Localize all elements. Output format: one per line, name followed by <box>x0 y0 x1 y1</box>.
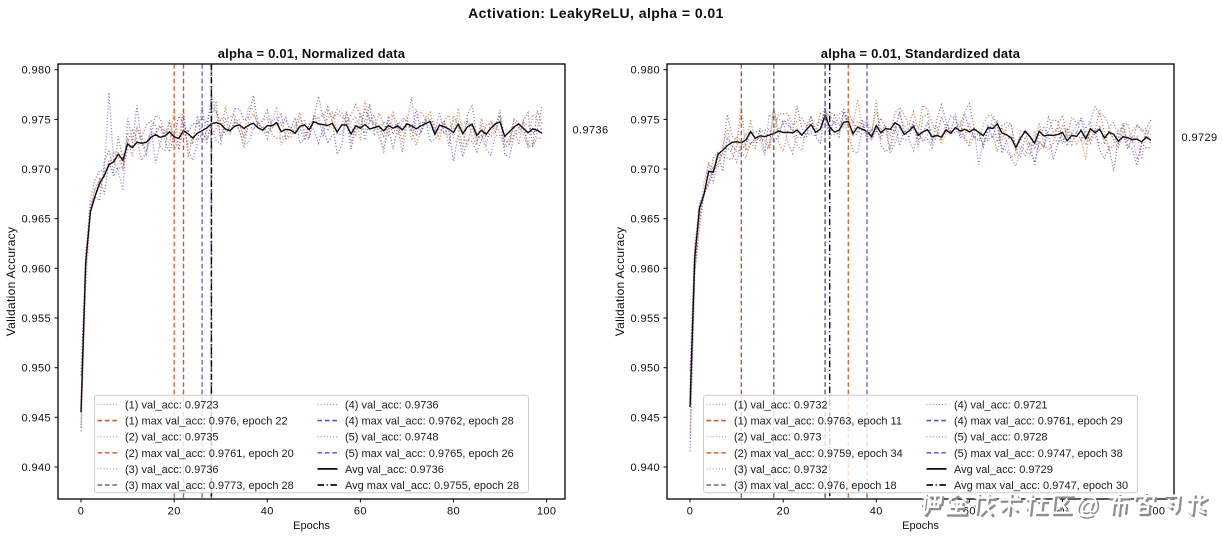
svg-text:80: 80 <box>447 506 460 518</box>
svg-text:0.955: 0.955 <box>21 313 51 325</box>
svg-text:(2) val_acc: 0.973: (2) val_acc: 0.973 <box>734 432 821 444</box>
svg-text:0.960: 0.960 <box>21 263 51 275</box>
svg-text:(2) max val_acc: 0.9761, epoch: (2) max val_acc: 0.9761, epoch 20 <box>125 448 294 460</box>
svg-text:20: 20 <box>168 506 181 518</box>
svg-text:(4) val_acc: 0.9721: (4) val_acc: 0.9721 <box>954 400 1048 412</box>
svg-text:40: 40 <box>261 506 274 518</box>
svg-text:Avg max val_acc: 0.9755, epoch: Avg max val_acc: 0.9755, epoch 28 <box>345 480 519 492</box>
svg-text:0.970: 0.970 <box>630 164 660 176</box>
svg-text:(5) val_acc: 0.9748: (5) val_acc: 0.9748 <box>345 432 439 444</box>
svg-text:0.965: 0.965 <box>630 214 660 226</box>
svg-text:Epochs: Epochs <box>902 520 939 532</box>
svg-text:(1) max val_acc: 0.9763, epoch: (1) max val_acc: 0.9763, epoch 11 <box>734 416 902 428</box>
svg-text:Validation Accuracy: Validation Accuracy <box>613 227 627 337</box>
svg-text:0.9736: 0.9736 <box>573 125 609 137</box>
svg-text:Avg val_acc: 0.9729: Avg val_acc: 0.9729 <box>954 464 1053 476</box>
svg-text:0: 0 <box>687 506 694 518</box>
svg-text:@: @ <box>1073 493 1100 520</box>
svg-text:(5) val_acc: 0.9728: (5) val_acc: 0.9728 <box>954 432 1048 444</box>
svg-text:(1) val_acc: 0.9723: (1) val_acc: 0.9723 <box>125 400 219 412</box>
svg-text:(3) max val_acc: 0.9773, epoch: (3) max val_acc: 0.9773, epoch 28 <box>125 480 294 492</box>
svg-text:(4) max val_acc: 0.9761, epoch: (4) max val_acc: 0.9761, epoch 29 <box>954 416 1123 428</box>
svg-text:Epochs: Epochs <box>293 520 330 532</box>
svg-text:(2) max val_acc: 0.9759, epoch: (2) max val_acc: 0.9759, epoch 34 <box>734 448 903 460</box>
svg-text:Validation Accuracy: Validation Accuracy <box>4 227 18 337</box>
svg-text:0.980: 0.980 <box>21 65 51 77</box>
svg-text:0.975: 0.975 <box>21 114 51 126</box>
svg-text:(5) max val_acc: 0.9747, epoch: (5) max val_acc: 0.9747, epoch 38 <box>954 448 1123 460</box>
svg-text:0.940: 0.940 <box>21 462 51 474</box>
svg-text:60: 60 <box>354 506 367 518</box>
svg-text:0.9729: 0.9729 <box>1182 132 1218 144</box>
svg-text:0.950: 0.950 <box>630 363 660 375</box>
svg-text:0.960: 0.960 <box>630 263 660 275</box>
svg-text:(2) val_acc: 0.9735: (2) val_acc: 0.9735 <box>125 432 219 444</box>
svg-text:Avg max val_acc: 0.9747, epoch: Avg max val_acc: 0.9747, epoch 30 <box>954 480 1128 492</box>
svg-text:0.980: 0.980 <box>630 65 660 77</box>
svg-text:0.975: 0.975 <box>630 114 660 126</box>
svg-text:(5) max val_acc: 0.9765, epoch: (5) max val_acc: 0.9765, epoch 26 <box>345 448 514 460</box>
svg-text:0: 0 <box>78 506 85 518</box>
svg-text:Avg val_acc: 0.9736: Avg val_acc: 0.9736 <box>345 464 444 476</box>
svg-text:(3) max val_acc: 0.976, epoch: (3) max val_acc: 0.976, epoch 18 <box>734 480 897 492</box>
svg-text:(3) val_acc: 0.9736: (3) val_acc: 0.9736 <box>125 464 219 476</box>
svg-text:@: @ <box>1075 495 1102 522</box>
svg-text:0.945: 0.945 <box>21 412 51 424</box>
svg-text:(3) val_acc: 0.9732: (3) val_acc: 0.9732 <box>734 464 828 476</box>
svg-text:(1) val_acc: 0.9732: (1) val_acc: 0.9732 <box>734 400 828 412</box>
svg-text:(1) max val_acc: 0.976, epoch: (1) max val_acc: 0.976, epoch 22 <box>125 416 288 428</box>
svg-text:20: 20 <box>777 506 790 518</box>
svg-text:alpha = 0.01, Standardized dat: alpha = 0.01, Standardized data <box>821 46 1021 61</box>
svg-text:0.965: 0.965 <box>21 214 51 226</box>
svg-text:40: 40 <box>870 506 883 518</box>
svg-text:0.940: 0.940 <box>630 462 660 474</box>
svg-text:0.970: 0.970 <box>21 164 51 176</box>
svg-text:100: 100 <box>537 506 557 518</box>
svg-text:0.955: 0.955 <box>630 313 660 325</box>
svg-text:Activation: LeakyReLU, alpha =: Activation: LeakyReLU, alpha = 0.01 <box>468 5 724 21</box>
svg-text:0.950: 0.950 <box>21 363 51 375</box>
svg-text:(4) val_acc: 0.9736: (4) val_acc: 0.9736 <box>345 400 439 412</box>
svg-text:0.945: 0.945 <box>630 412 660 424</box>
svg-text:(4) max val_acc: 0.9762, epoch: (4) max val_acc: 0.9762, epoch 28 <box>345 416 514 428</box>
svg-text:alpha = 0.01, Normalized data: alpha = 0.01, Normalized data <box>218 46 406 61</box>
